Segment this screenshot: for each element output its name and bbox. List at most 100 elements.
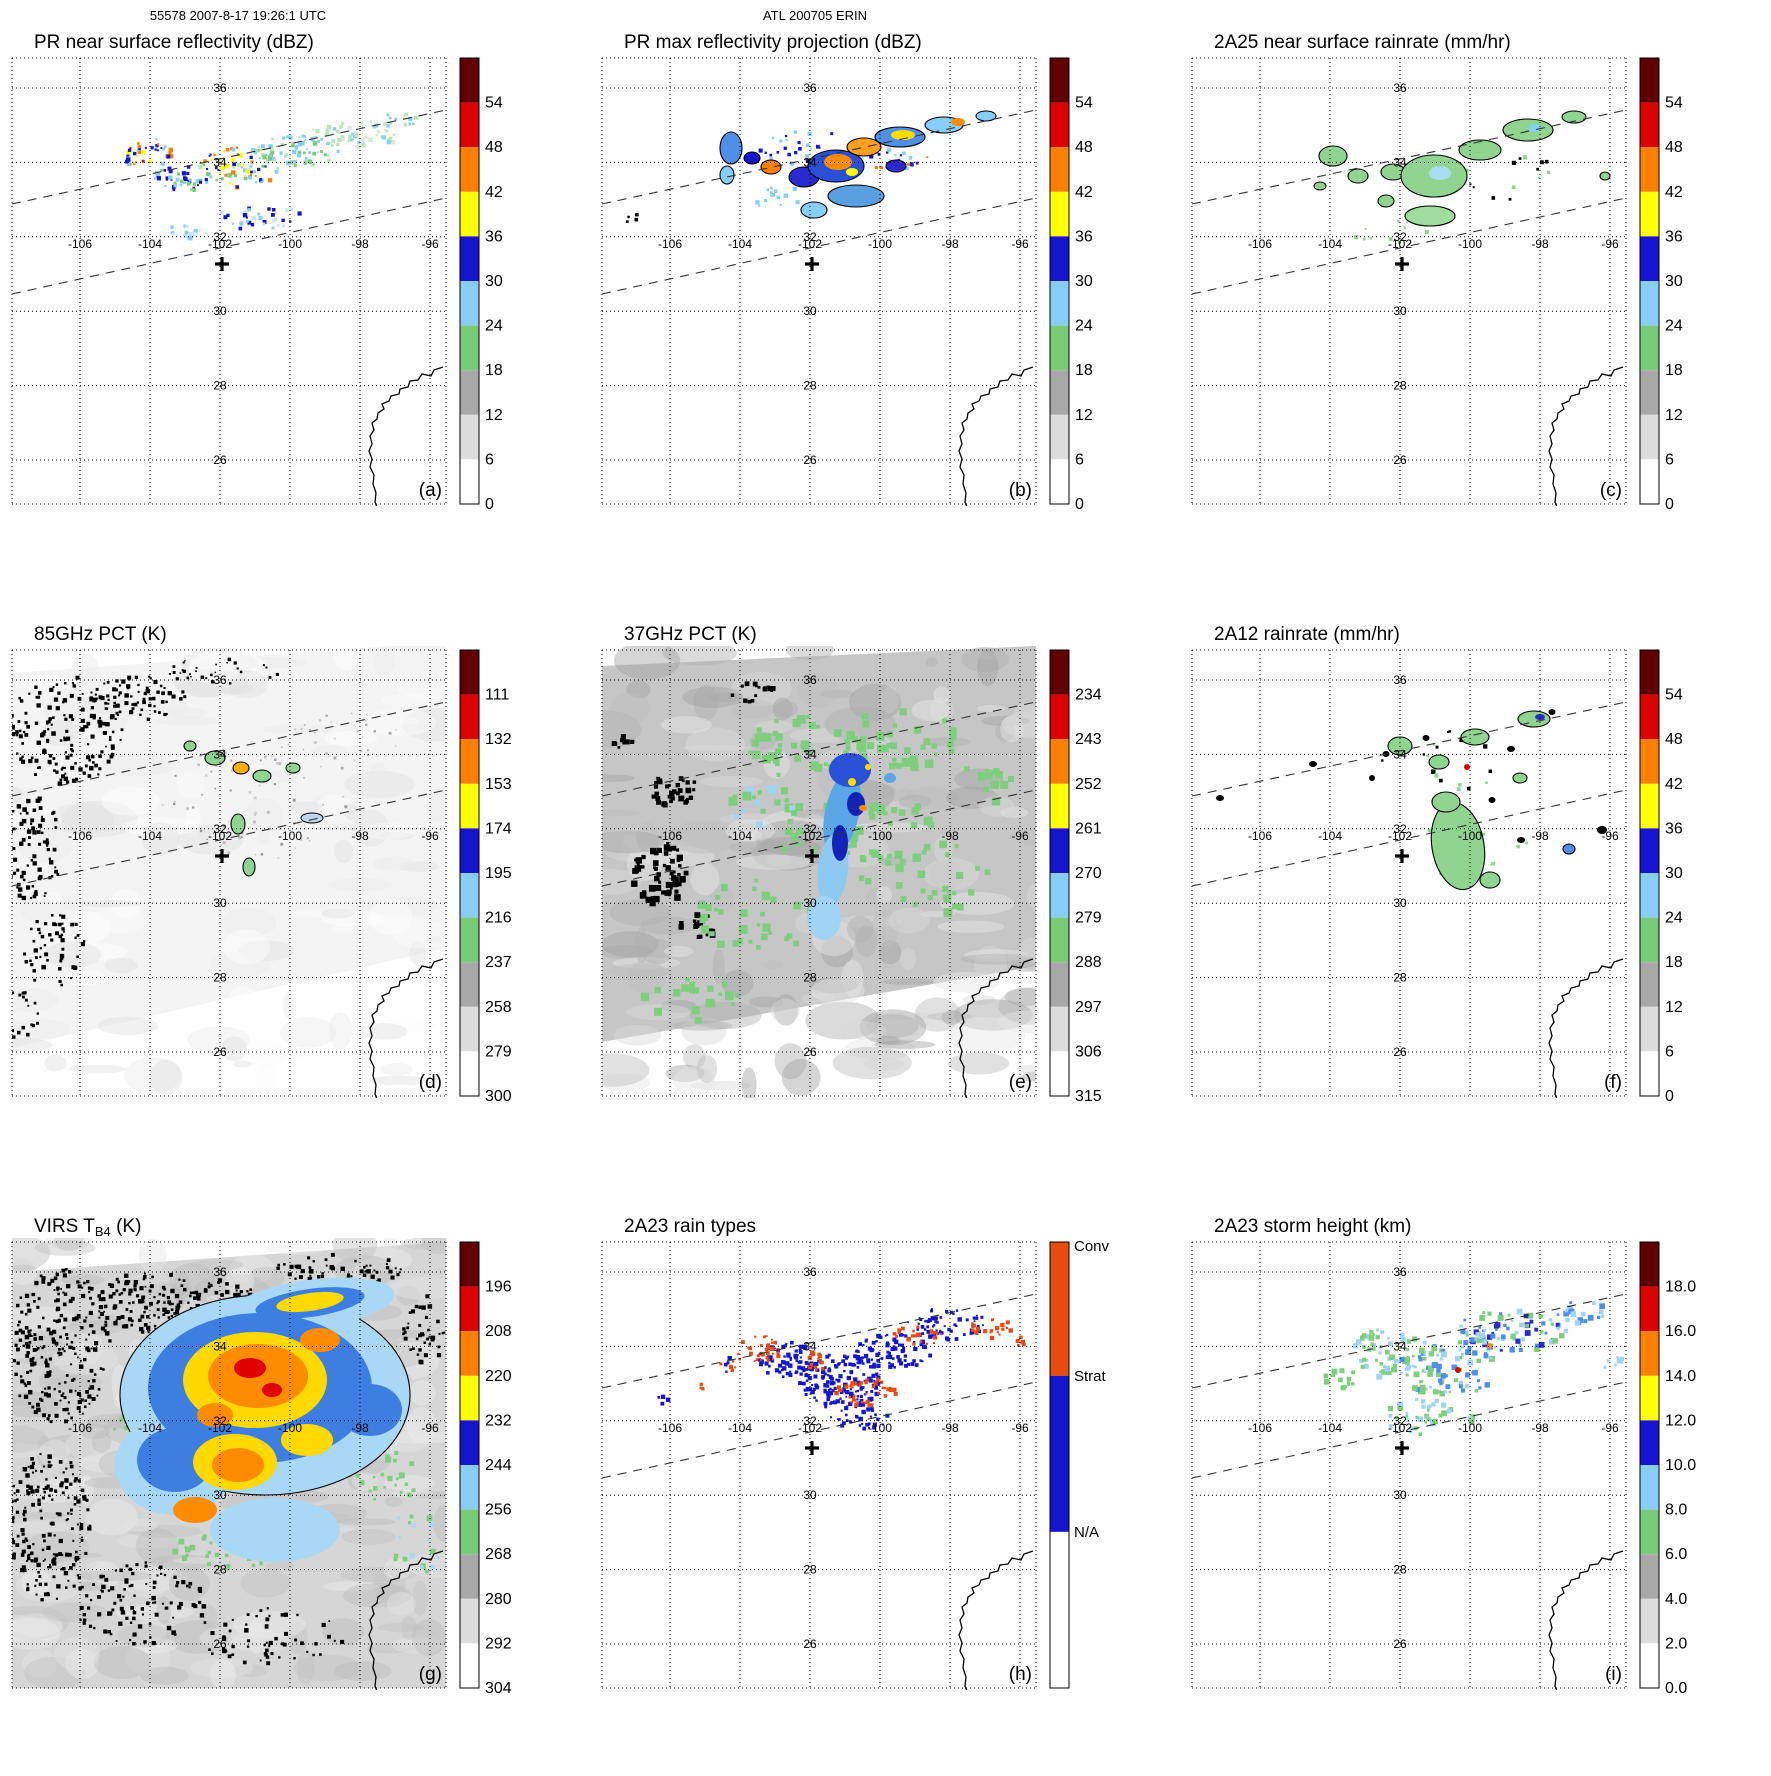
colorbar-tick-297: 297: [1075, 999, 1102, 1016]
colorbar-tick-18: 18: [1665, 362, 1683, 379]
panel-e-title: 37GHz PCT (K): [624, 624, 757, 645]
panel-f-map: [1216, 709, 1607, 891]
lat-label-36: 36: [213, 81, 227, 95]
colorbar-tick-220: 220: [485, 1368, 512, 1385]
lon-label--102: -102: [798, 1421, 822, 1435]
colorbar-tick-6: 6: [1665, 1043, 1674, 1060]
lon-label--100: -100: [278, 237, 302, 251]
panel-b: PR max reflectivity projection (dBZ) -106…: [601, 32, 1093, 513]
colorbar-tick-24: 24: [1075, 318, 1093, 335]
lon-label--106: -106: [68, 829, 92, 843]
panel-d-colorbar: 111 132 153 174 195 216 237 258 279 300: [459, 649, 512, 1105]
coastline: [1548, 366, 1624, 506]
lon-label--98: -98: [1531, 237, 1549, 251]
header-storm-id: ATL 200705 ERIN: [763, 8, 867, 23]
colorbar-tick-30: 30: [1665, 865, 1683, 882]
lon-label--104: -104: [138, 1421, 162, 1435]
panel-e-colorbar: 234 243 252 261 270 279 288 297 306 315: [1049, 649, 1102, 1105]
colorbar-tick-48: 48: [1075, 139, 1093, 156]
lat-label-30: 30: [1393, 896, 1407, 910]
graticule: [601, 649, 1037, 1097]
colorbar-tick-208: 208: [485, 1323, 512, 1340]
lon-label--98: -98: [351, 1421, 369, 1435]
colorbar-tick-12: 12: [1665, 999, 1683, 1016]
swath-edge-lines: [601, 1293, 1037, 1479]
colorbar-tick-42: 42: [1665, 184, 1683, 201]
storm-center-cross-marker: [1395, 849, 1409, 863]
lat-label-34: 34: [213, 155, 227, 169]
lat-label-30: 30: [803, 304, 817, 318]
graticule: [11, 57, 447, 505]
colorbar-tick-0: 0: [1075, 496, 1084, 513]
colorbar-tick-252: 252: [1075, 776, 1102, 793]
lat-label-26: 26: [213, 1637, 227, 1651]
lon-label--104: -104: [728, 237, 752, 251]
lat-label-32: 32: [803, 230, 817, 244]
colorbar-tick-0: 0: [1665, 1088, 1674, 1105]
colorbar-tick-279: 279: [1075, 910, 1102, 927]
lat-label-34: 34: [1393, 1339, 1407, 1353]
lon-label--102: -102: [1388, 829, 1412, 843]
lat-label-34: 34: [803, 747, 817, 761]
colorbar-tick-42: 42: [1665, 776, 1683, 793]
lat-label-28: 28: [213, 1563, 227, 1577]
colorbar-tick-12: 12: [1075, 407, 1093, 424]
lon-label--100: -100: [868, 237, 892, 251]
colorbar-tick-14.0: 14.0: [1665, 1368, 1696, 1385]
lat-label-32: 32: [1393, 822, 1407, 836]
colorbar-tick-315: 315: [1075, 1088, 1102, 1105]
lat-label-26: 26: [803, 453, 817, 467]
lat-label-28: 28: [803, 1563, 817, 1577]
lon-label--100: -100: [1458, 1421, 1482, 1435]
panel-b-title: PR max reflectivity projection (dBZ): [624, 32, 922, 53]
colorbar-tick-30: 30: [1075, 273, 1093, 290]
panel-i-colorbar: 18.0 16.0 14.0 12.0 10.0 8.0 6.0 4.0 2.0 0.0: [1639, 1241, 1696, 1697]
lon-label--106: -106: [68, 1421, 92, 1435]
panel-d-map: [12, 646, 446, 1096]
storm-center-cross-marker: [1395, 257, 1409, 271]
panel-c-colorbar: 54 48 42 36 30 24 18 12 6 0: [1639, 57, 1683, 513]
rain-type-label-N/A: N/A: [1074, 1524, 1099, 1541]
lon-label--96: -96: [421, 1421, 439, 1435]
lat-label-32: 32: [213, 822, 227, 836]
colorbar-tick-268: 268: [485, 1546, 512, 1563]
panel-i-letter: (i): [1605, 1664, 1622, 1685]
lon-label--96: -96: [421, 237, 439, 251]
colorbar-tick-279: 279: [485, 1043, 512, 1060]
header-timestamp: 55578 2007-8-17 19:26:1 UTC: [150, 8, 326, 23]
lat-label-34: 34: [1393, 155, 1407, 169]
colorbar-tick-8.0: 8.0: [1665, 1502, 1687, 1519]
colorbar-tick-12: 12: [1665, 407, 1683, 424]
panel-i-title: 2A23 storm height (km): [1214, 1216, 1411, 1237]
lat-label-32: 32: [1393, 230, 1407, 244]
lat-label-26: 26: [213, 1045, 227, 1059]
lon-label--100: -100: [868, 1421, 892, 1435]
panel-a-colorbar: 54 48 42 36 30 24 18 12 6 0: [459, 57, 503, 513]
lat-label-34: 34: [213, 1339, 227, 1353]
colorbar-tick-0: 0: [485, 496, 494, 513]
lon-label--104: -104: [728, 829, 752, 843]
lon-label--98: -98: [351, 237, 369, 251]
swath-edge-lines: [601, 109, 1037, 295]
colorbar-tick-234: 234: [1075, 687, 1102, 704]
colorbar-tick-24: 24: [1665, 910, 1683, 927]
panel-c-letter: (c): [1600, 480, 1622, 501]
colorbar-tick-12.0: 12.0: [1665, 1412, 1696, 1429]
panel-d: 85GHz PCT (K) -106 -104 -102 -100 -98 -96 36 34 3…: [11, 624, 512, 1105]
colorbar-tick-42: 42: [1075, 184, 1093, 201]
lon-label--106: -106: [1248, 829, 1272, 843]
lon-label--106: -106: [1248, 237, 1272, 251]
graticule: [1191, 57, 1627, 505]
lon-label--106: -106: [658, 1421, 682, 1435]
colorbar-tick-54: 54: [1665, 687, 1683, 704]
panel-d-letter: (d): [419, 1072, 442, 1093]
lat-label-30: 30: [803, 1488, 817, 1502]
lon-label--102: -102: [208, 829, 232, 843]
lon-label--104: -104: [138, 237, 162, 251]
colorbar-tick-6: 6: [1075, 451, 1084, 468]
panel-f-title: 2A12 rainrate (mm/hr): [1214, 624, 1400, 645]
lat-label-26: 26: [213, 453, 227, 467]
panel-h-map: [657, 1308, 1026, 1431]
lat-label-32: 32: [803, 1414, 817, 1428]
lon-label--100: -100: [278, 1421, 302, 1435]
